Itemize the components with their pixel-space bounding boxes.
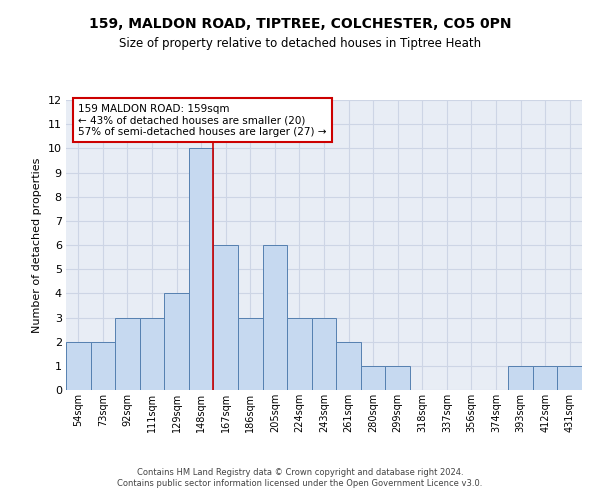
Text: Size of property relative to detached houses in Tiptree Heath: Size of property relative to detached ho… — [119, 38, 481, 51]
Bar — [287, 318, 312, 390]
Bar — [533, 366, 557, 390]
Bar — [189, 148, 214, 390]
Bar — [361, 366, 385, 390]
Bar — [115, 318, 140, 390]
Bar — [66, 342, 91, 390]
Bar — [263, 245, 287, 390]
Bar — [557, 366, 582, 390]
Bar — [508, 366, 533, 390]
Bar — [336, 342, 361, 390]
Y-axis label: Number of detached properties: Number of detached properties — [32, 158, 42, 332]
Bar — [238, 318, 263, 390]
Bar — [140, 318, 164, 390]
Bar — [385, 366, 410, 390]
Text: Contains HM Land Registry data © Crown copyright and database right 2024.
Contai: Contains HM Land Registry data © Crown c… — [118, 468, 482, 487]
Bar — [91, 342, 115, 390]
Bar — [214, 245, 238, 390]
Bar — [312, 318, 336, 390]
Text: 159 MALDON ROAD: 159sqm
← 43% of detached houses are smaller (20)
57% of semi-de: 159 MALDON ROAD: 159sqm ← 43% of detache… — [78, 104, 327, 137]
Text: 159, MALDON ROAD, TIPTREE, COLCHESTER, CO5 0PN: 159, MALDON ROAD, TIPTREE, COLCHESTER, C… — [89, 18, 511, 32]
Bar — [164, 294, 189, 390]
